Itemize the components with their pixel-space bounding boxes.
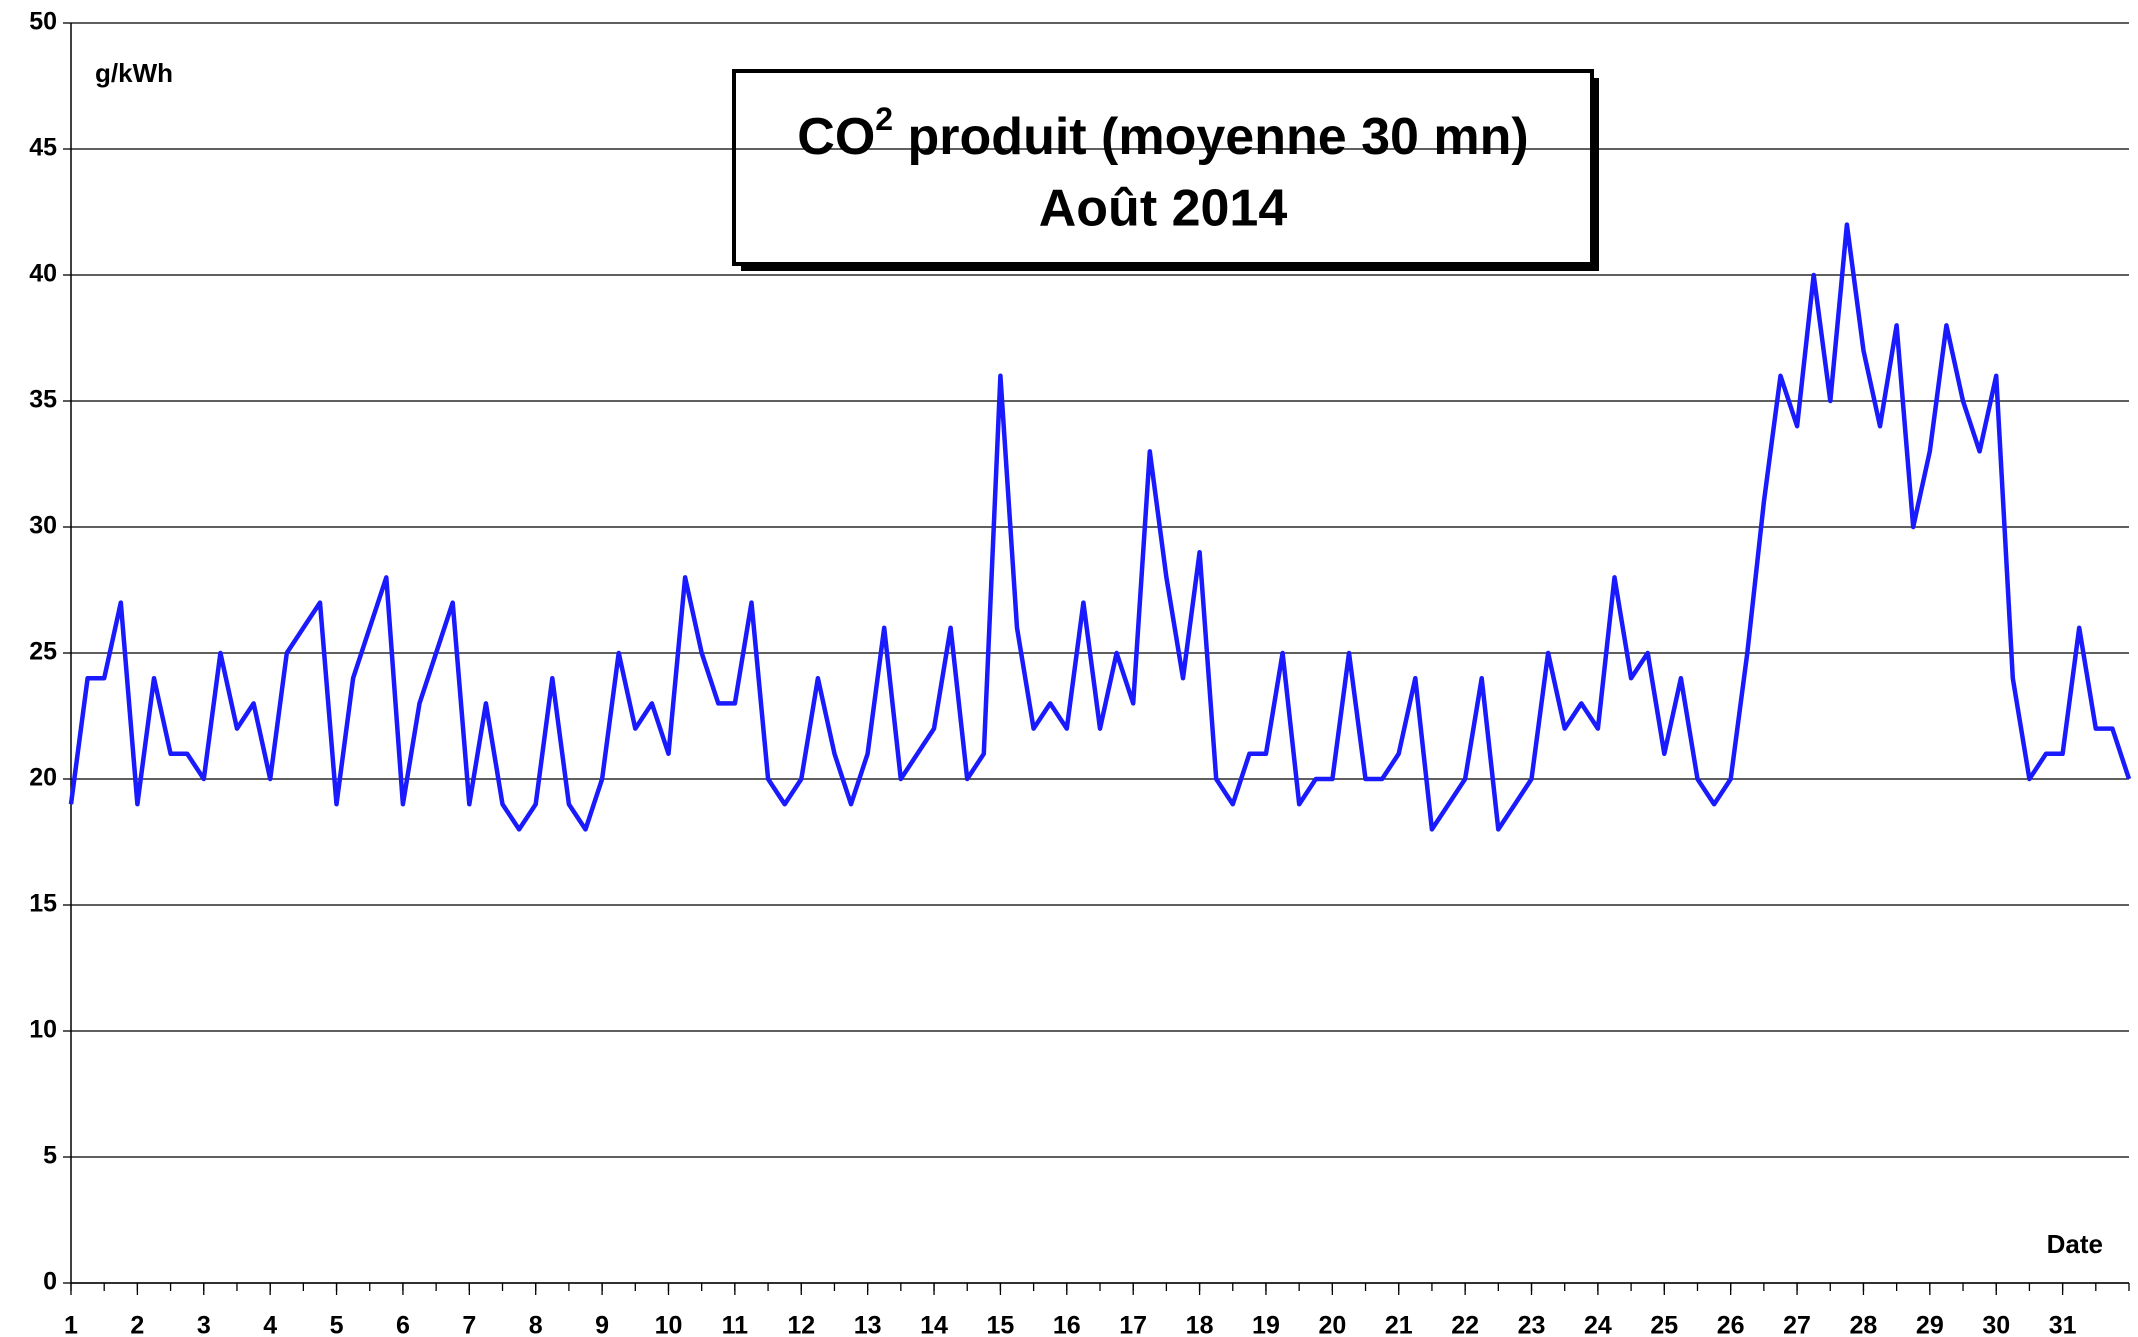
x-tick-label: 26 (1717, 1312, 1745, 1337)
x-tick-label: 18 (1186, 1312, 1214, 1337)
series-line (68, 222, 2132, 832)
title-box (732, 69, 1594, 266)
x-tick-label: 31 (2049, 1312, 2077, 1337)
x-tick-label: 22 (1451, 1312, 1479, 1337)
x-tick-label: 7 (462, 1312, 476, 1337)
x-tick-label: 12 (787, 1312, 815, 1337)
y-tick-label: 30 (29, 512, 57, 540)
y-tick-label: 20 (29, 764, 57, 792)
y-tick-label: 10 (29, 1016, 57, 1044)
x-tick-label: 2 (130, 1312, 144, 1337)
y-tick-label: 25 (29, 638, 57, 666)
x-tick-label: 14 (920, 1312, 948, 1337)
title-superscript: 2 (875, 101, 893, 137)
y-axis-label: g/kWh (95, 58, 173, 88)
y-tick-label: 0 (43, 1268, 57, 1296)
x-tick-label: 8 (529, 1312, 543, 1337)
x-tick-label: 28 (1850, 1312, 1878, 1337)
x-tick-label: 23 (1518, 1312, 1546, 1337)
x-tick-label: 17 (1119, 1312, 1147, 1337)
x-tick-label: 3 (197, 1312, 211, 1337)
x-tick-label: 9 (595, 1312, 609, 1337)
x-tick-label: 13 (854, 1312, 882, 1337)
x-tick-label: 6 (396, 1312, 410, 1337)
y-tick-label: 50 (29, 8, 57, 36)
x-axis-label: Date (2047, 1229, 2103, 1259)
x-tick-label: 30 (1982, 1312, 2010, 1337)
title-main: CO (797, 108, 875, 166)
x-tick-label: 24 (1584, 1312, 1612, 1337)
y-tick-label: 35 (29, 386, 57, 414)
x-tick-label: 25 (1650, 1312, 1678, 1337)
chart-subtitle: Août 2014 (1039, 180, 1288, 238)
x-tick-label: 10 (655, 1312, 683, 1337)
x-tick-label: 16 (1053, 1312, 1081, 1337)
y-tick-label: 5 (43, 1142, 57, 1170)
x-tick-label: 11 (722, 1312, 749, 1337)
x-tick-label: 1 (64, 1312, 78, 1337)
title-rest: produit (moyenne 30 mn) (893, 108, 1529, 166)
x-tick-label: 4 (263, 1312, 277, 1337)
x-tick-label: 20 (1318, 1312, 1346, 1337)
x-tick-label: 5 (330, 1312, 344, 1337)
x-tick-label: 21 (1385, 1312, 1413, 1337)
y-tick-label: 15 (29, 890, 57, 918)
y-tick-label: 45 (29, 134, 57, 162)
x-tick-label: 29 (1916, 1312, 1944, 1337)
x-tick-label: 15 (987, 1312, 1015, 1337)
y-tick-label: 40 (29, 260, 57, 288)
x-tick-label: 19 (1252, 1312, 1280, 1337)
x-tick-label: 27 (1783, 1312, 1811, 1337)
chart-title: CO2 produit (moyenne 30 mn) (797, 101, 1528, 165)
